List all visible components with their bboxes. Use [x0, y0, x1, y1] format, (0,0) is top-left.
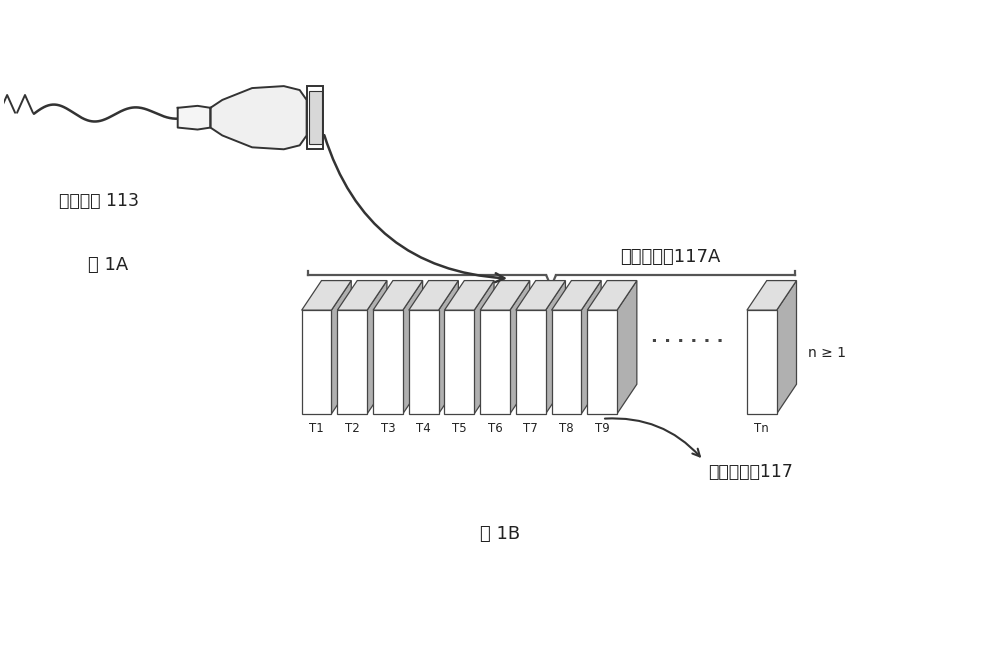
Polygon shape: [367, 281, 387, 414]
Polygon shape: [178, 106, 210, 129]
Bar: [516, 310, 546, 414]
Text: T6: T6: [488, 422, 502, 435]
Polygon shape: [510, 281, 530, 414]
Text: T2: T2: [345, 422, 360, 435]
Polygon shape: [777, 281, 797, 414]
Polygon shape: [474, 281, 494, 414]
Polygon shape: [409, 281, 458, 310]
Polygon shape: [439, 281, 458, 414]
Polygon shape: [480, 281, 530, 310]
Text: T1: T1: [309, 422, 324, 435]
Text: T3: T3: [381, 422, 395, 435]
Text: 换能器阵列117A: 换能器阵列117A: [620, 248, 720, 266]
Polygon shape: [747, 281, 797, 310]
Text: T8: T8: [559, 422, 574, 435]
Text: T5: T5: [452, 422, 467, 435]
Polygon shape: [302, 281, 351, 310]
Text: T9: T9: [595, 422, 610, 435]
Bar: [309, 91, 322, 144]
Text: 声学换能器117: 声学换能器117: [708, 463, 793, 481]
Bar: [587, 310, 617, 414]
Polygon shape: [587, 281, 637, 310]
Text: 声学探头 113: 声学探头 113: [59, 192, 139, 210]
Text: Tn: Tn: [754, 422, 769, 435]
Text: 图 1B: 图 1B: [480, 525, 520, 543]
FancyArrowPatch shape: [605, 419, 700, 456]
Text: n ≥ 1: n ≥ 1: [808, 346, 846, 360]
Bar: [444, 310, 474, 414]
Polygon shape: [552, 281, 601, 310]
Polygon shape: [546, 281, 565, 414]
Bar: [307, 86, 323, 150]
Bar: [552, 310, 581, 414]
Bar: [747, 310, 777, 414]
Polygon shape: [337, 281, 387, 310]
Polygon shape: [581, 281, 601, 414]
Bar: [373, 310, 403, 414]
Polygon shape: [403, 281, 423, 414]
Text: T4: T4: [416, 422, 431, 435]
FancyArrowPatch shape: [324, 135, 504, 282]
Text: · · · · · ·: · · · · · ·: [651, 333, 723, 351]
Polygon shape: [444, 281, 494, 310]
Bar: [409, 310, 439, 414]
Bar: [302, 310, 331, 414]
Bar: [480, 310, 510, 414]
Text: 图 1A: 图 1A: [88, 256, 129, 274]
Polygon shape: [617, 281, 637, 414]
Polygon shape: [331, 281, 351, 414]
Bar: [337, 310, 367, 414]
Polygon shape: [516, 281, 565, 310]
Polygon shape: [210, 86, 307, 150]
Polygon shape: [373, 281, 423, 310]
Text: T7: T7: [523, 422, 538, 435]
